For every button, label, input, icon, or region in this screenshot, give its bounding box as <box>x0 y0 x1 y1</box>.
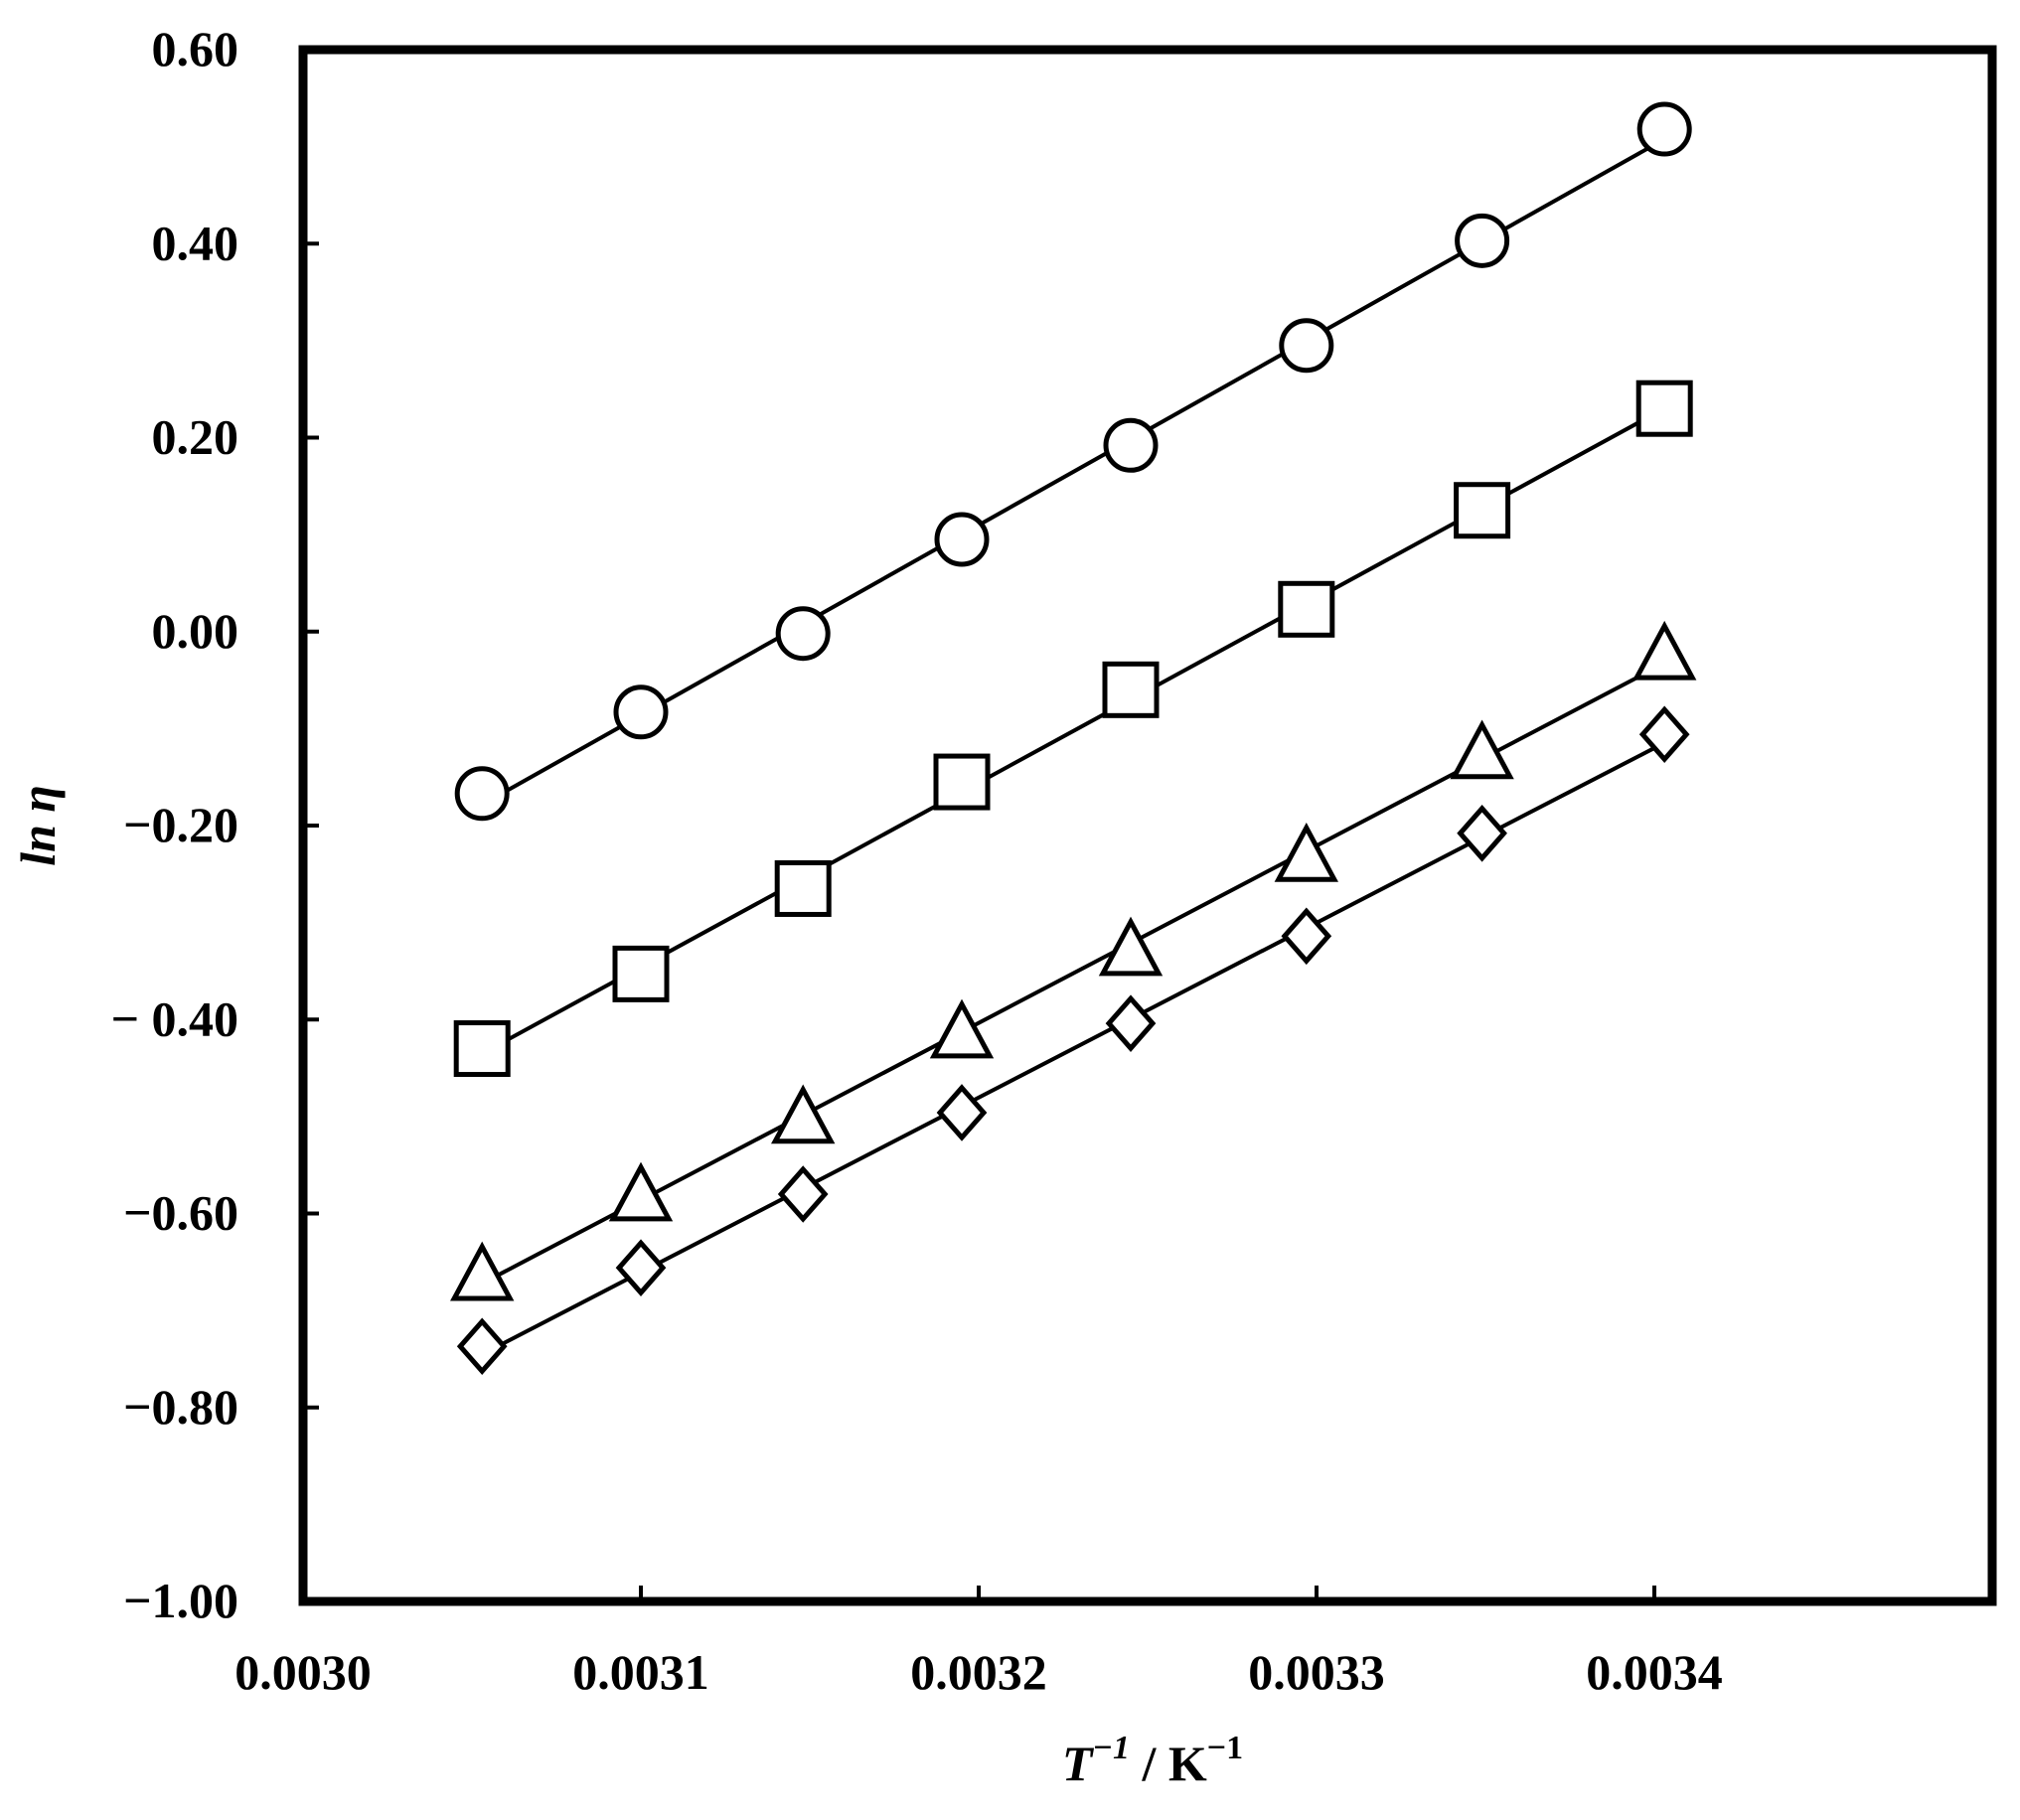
diamond-marker <box>1457 805 1507 862</box>
square-marker <box>774 859 832 917</box>
diamond-marker <box>1281 907 1332 966</box>
square-marker <box>612 945 670 1002</box>
y-axis-label: ln η <box>10 785 66 866</box>
square-marker <box>453 1020 511 1078</box>
diamond-marker <box>456 1317 508 1376</box>
diamond-marker <box>615 1239 667 1296</box>
triangle-marker <box>929 998 995 1059</box>
y-tick-label: 0.40 <box>152 215 239 270</box>
circle-marker <box>1455 213 1510 268</box>
y-tick-label: − 0.40 <box>111 990 239 1046</box>
y-tick-label: −0.60 <box>123 1185 238 1241</box>
circle-marker <box>613 684 669 740</box>
square-marker <box>1454 482 1511 539</box>
plot-frame <box>298 45 1997 1606</box>
triangle-marker <box>1450 719 1514 780</box>
square-marker <box>933 753 991 811</box>
diamond-marker <box>777 1165 829 1223</box>
y-tick-label: 0.20 <box>152 409 239 465</box>
y-tick-label: −0.20 <box>123 797 238 852</box>
circle-marker <box>1279 318 1334 374</box>
circle-marker <box>1636 101 1692 157</box>
x-tick-label: 0.0034 <box>1586 1644 1723 1700</box>
circle-marker <box>775 606 831 662</box>
y-tick-label: −1.00 <box>123 1573 238 1628</box>
square-marker <box>1102 661 1160 718</box>
x-axis-label-main-sup: −1 <box>1092 1730 1130 1766</box>
x-axis-label-main: T <box>1062 1736 1095 1791</box>
diamond-marker <box>1638 705 1690 764</box>
triangle-marker <box>771 1084 836 1144</box>
x-tick-label: 0.0030 <box>234 1644 372 1700</box>
x-axis-label-unit: / K <box>1130 1736 1207 1791</box>
triangle-marker <box>1098 916 1164 977</box>
triangle-marker <box>608 1161 674 1222</box>
triangle-marker <box>1274 822 1338 882</box>
circle-marker <box>454 766 510 822</box>
x-axis-label: T−1 / K−1 <box>1062 1730 1243 1791</box>
y-tick-label: −0.80 <box>123 1379 238 1435</box>
circle-marker <box>1103 417 1159 473</box>
diamond-marker <box>1105 994 1157 1052</box>
circle-marker <box>934 512 990 567</box>
square-marker <box>1278 580 1335 638</box>
y-tick-label: 0.60 <box>152 21 239 76</box>
triangle-marker <box>450 1241 515 1301</box>
y-tick-label: 0.00 <box>152 603 239 659</box>
x-tick-label: 0.0031 <box>572 1644 709 1700</box>
square-marker <box>1635 379 1693 437</box>
x-axis-label-unit-sup: −1 <box>1207 1730 1243 1766</box>
diamond-marker <box>936 1084 988 1141</box>
triangle-marker <box>1632 620 1697 681</box>
x-tick-label: 0.0033 <box>1248 1644 1385 1700</box>
x-tick-label: 0.0032 <box>910 1644 1047 1700</box>
